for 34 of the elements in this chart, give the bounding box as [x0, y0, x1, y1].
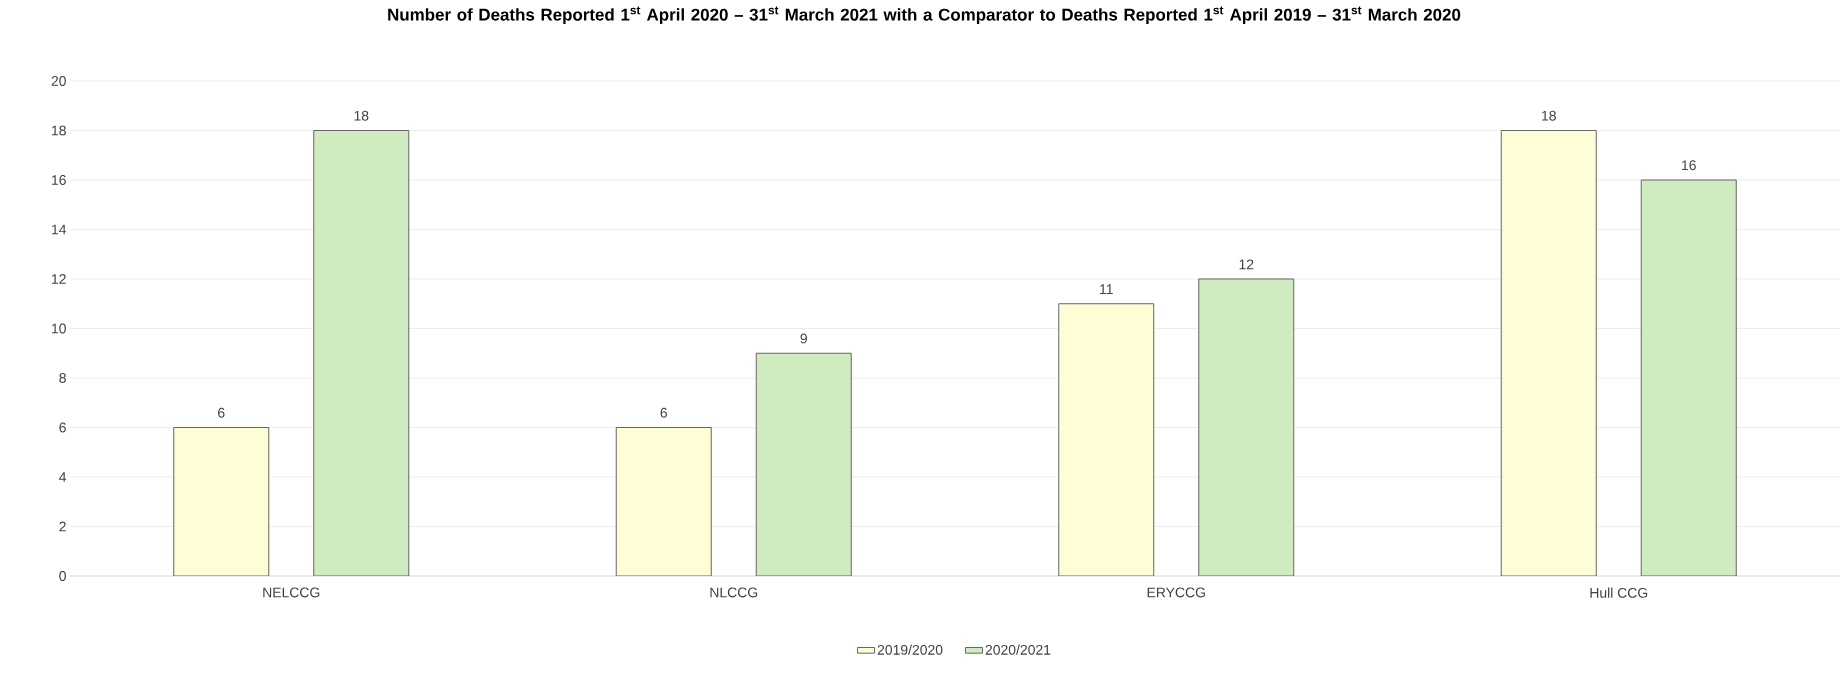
y-tick-label: 16: [52, 175, 66, 185]
data-label: 6: [218, 407, 225, 418]
y-tick-label: 4: [59, 472, 67, 482]
y-tick-label: 2: [59, 521, 66, 532]
y-tick-label: 0: [59, 571, 66, 581]
data-label: 12: [1239, 259, 1254, 270]
data-label: 18: [1542, 110, 1556, 121]
data-label: 16: [1682, 160, 1696, 171]
bar: [1198, 278, 1295, 576]
x-tick-label: NLCCG: [710, 587, 758, 598]
data-label: 11: [1100, 284, 1113, 294]
x-tick-label: ERYCCG: [1147, 587, 1205, 598]
chart-title: Number of Deaths Reported 1$^{st}$ April 2020 – 31$^{st}$ March 2021 with a Comparator to Deaths Reported 1$^{st}$ April 2019 – 31$^{st}$ March 2020: [388, 6, 1461, 25]
x-tick-label: Hull CCG: [1590, 587, 1648, 598]
y-tick-label: 12: [52, 274, 66, 284]
bar: [1058, 303, 1155, 576]
bar: [173, 427, 270, 576]
bar: [313, 130, 410, 576]
legend-label: 2019/2020: [877, 644, 943, 655]
legend-label: 2020/2021: [985, 644, 1051, 655]
y-tick-label: 14: [52, 224, 67, 235]
y-tick-label: 20: [51, 76, 66, 86]
data-label: 9: [800, 333, 807, 344]
y-tick-label: 18: [52, 125, 66, 136]
x-tick-label: NELCCG: [263, 587, 320, 598]
data-label: 6: [660, 407, 668, 418]
data-label: 18: [354, 110, 369, 121]
y-tick-label: 10: [52, 323, 66, 334]
bar: [1500, 130, 1597, 576]
bar: [1640, 179, 1737, 576]
y-tick-label: 8: [59, 373, 66, 383]
bar: [755, 352, 852, 576]
bar: [615, 427, 712, 576]
y-tick-label: 6: [59, 422, 66, 433]
